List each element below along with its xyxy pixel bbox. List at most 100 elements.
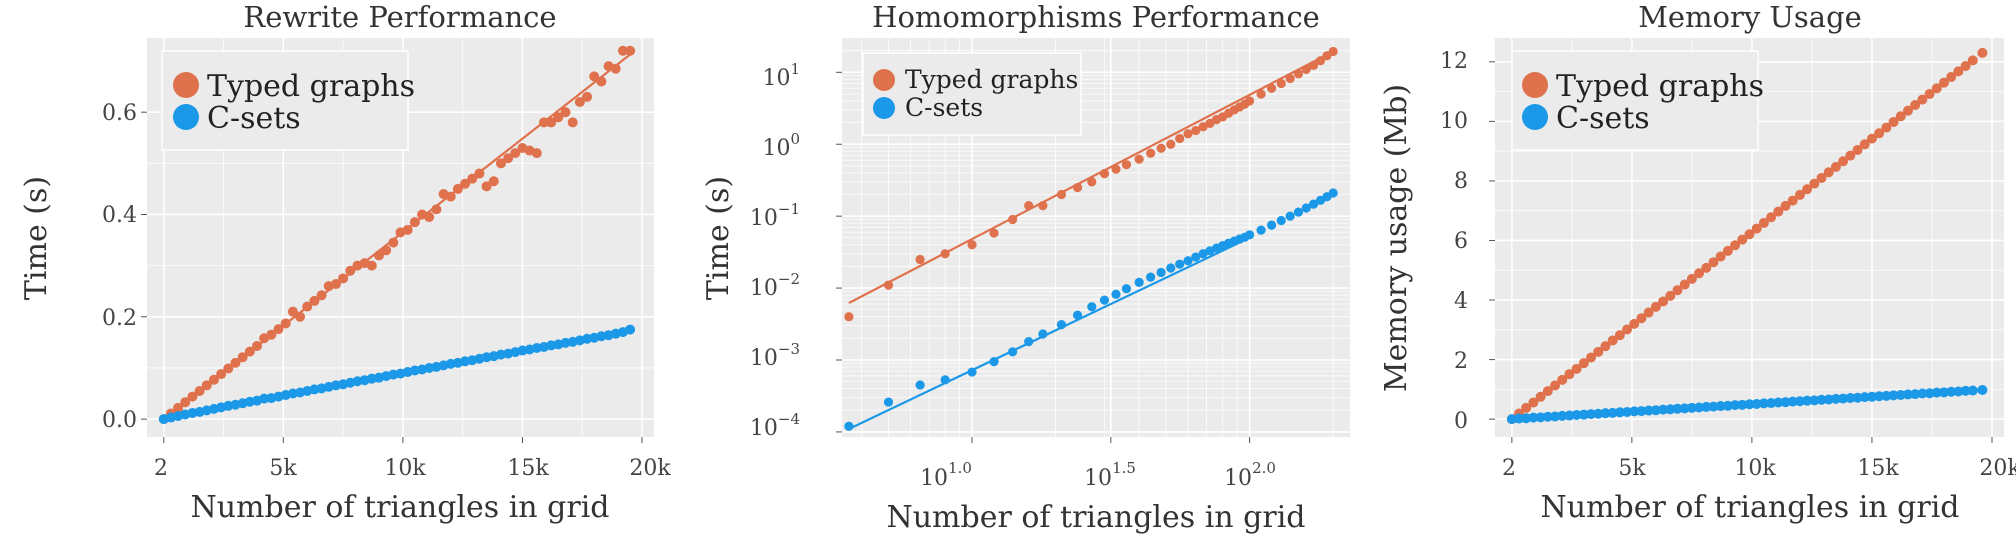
x-tick-label: 15k bbox=[1857, 456, 1899, 481]
legend-label-typed-graphs: Typed graphs bbox=[207, 69, 415, 104]
data-point-typed-graphs bbox=[1977, 48, 1987, 58]
data-point-c-sets bbox=[1157, 268, 1166, 277]
data-point-typed-graphs bbox=[410, 217, 420, 227]
data-point-c-sets bbox=[1245, 230, 1254, 239]
data-point-c-sets bbox=[941, 375, 950, 384]
data-point-typed-graphs bbox=[1038, 201, 1047, 210]
y-tick-label: 100 bbox=[762, 130, 800, 161]
x-tick-label: 101.0 bbox=[920, 459, 972, 491]
data-point-typed-graphs bbox=[474, 169, 484, 179]
data-point-c-sets bbox=[1111, 290, 1120, 299]
data-point-typed-graphs bbox=[582, 92, 592, 102]
legend-marker-c-sets bbox=[1522, 104, 1548, 130]
data-point-typed-graphs bbox=[1277, 79, 1286, 88]
y-axis-label: Time (s) bbox=[701, 176, 736, 300]
data-point-typed-graphs bbox=[489, 176, 499, 186]
data-point-c-sets bbox=[1008, 347, 1017, 356]
x-tick-label: 2 bbox=[154, 456, 168, 481]
x-tick-label: 20k bbox=[1979, 456, 2016, 481]
data-point-typed-graphs bbox=[367, 261, 377, 271]
data-point-typed-graphs bbox=[596, 76, 606, 86]
x-tick-label: 15k bbox=[507, 456, 549, 481]
data-point-c-sets bbox=[844, 422, 853, 431]
y-tick-label: 4 bbox=[1454, 289, 1468, 314]
legend: Typed graphs C-sets bbox=[162, 51, 415, 150]
y-tick-label: 0 bbox=[1454, 409, 1468, 434]
data-point-typed-graphs bbox=[338, 273, 348, 283]
y-tick-label: 0.2 bbox=[102, 306, 137, 331]
y-tick-label: 8 bbox=[1454, 169, 1468, 194]
data-point-typed-graphs bbox=[1008, 215, 1017, 224]
data-point-c-sets bbox=[1329, 188, 1338, 197]
chart-homomorphisms-performance: 10−4 10−3 10−2 10−1 100 101 101.0 101.5 … bbox=[701, 0, 1350, 535]
chart-title: Homomorphisms Performance bbox=[872, 0, 1320, 34]
data-point-typed-graphs bbox=[281, 318, 291, 328]
data-point-typed-graphs bbox=[1122, 160, 1131, 169]
x-tick-label: 101.5 bbox=[1084, 459, 1136, 491]
data-point-typed-graphs bbox=[1267, 84, 1276, 93]
legend-label-c-sets: C-sets bbox=[207, 101, 301, 136]
legend-marker-typed-graphs bbox=[1522, 72, 1548, 98]
data-point-typed-graphs bbox=[611, 64, 621, 74]
data-point-typed-graphs bbox=[625, 46, 635, 56]
data-point-typed-graphs bbox=[1073, 183, 1082, 192]
y-tick-label: 101 bbox=[762, 60, 800, 91]
data-point-c-sets bbox=[1100, 296, 1109, 305]
data-point-typed-graphs bbox=[381, 245, 391, 255]
data-point-typed-graphs bbox=[1146, 149, 1155, 158]
legend-label-c-sets: C-sets bbox=[1556, 101, 1650, 136]
data-point-c-sets bbox=[625, 325, 635, 335]
data-point-typed-graphs bbox=[1286, 74, 1295, 83]
data-point-c-sets bbox=[884, 397, 893, 406]
data-point-typed-graphs bbox=[967, 240, 976, 249]
data-point-typed-graphs bbox=[568, 117, 578, 127]
data-point-typed-graphs bbox=[1024, 201, 1033, 210]
data-point-typed-graphs bbox=[424, 212, 434, 222]
data-point-typed-graphs bbox=[431, 204, 441, 214]
y-tick-label: 10−1 bbox=[750, 200, 800, 231]
data-point-typed-graphs bbox=[388, 238, 398, 248]
legend-marker-c-sets bbox=[873, 97, 895, 119]
chart-rewrite-performance: 0.0 0.2 0.4 0.6 2 5k 10k 15k 20k Rewrite… bbox=[19, 0, 671, 525]
data-point-c-sets bbox=[1146, 273, 1155, 282]
data-point-typed-graphs bbox=[446, 192, 456, 202]
data-point-typed-graphs bbox=[252, 341, 262, 351]
y-tick-label: 0.0 bbox=[102, 408, 137, 433]
data-point-typed-graphs bbox=[884, 281, 893, 290]
data-point-c-sets bbox=[1277, 216, 1286, 225]
y-tick-label: 10−3 bbox=[750, 340, 800, 371]
legend-marker-typed-graphs bbox=[173, 72, 199, 98]
x-tick-label: 10k bbox=[1734, 456, 1776, 481]
data-point-typed-graphs bbox=[317, 290, 327, 300]
data-point-c-sets bbox=[1087, 302, 1096, 311]
y-tick-label: 10−4 bbox=[750, 410, 800, 441]
data-point-typed-graphs bbox=[1166, 140, 1175, 149]
data-point-c-sets bbox=[1024, 337, 1033, 346]
y-tick-label: 10−2 bbox=[750, 270, 800, 301]
x-axis-label: Number of triangles in grid bbox=[190, 490, 609, 525]
data-point-c-sets bbox=[989, 357, 998, 366]
data-point-c-sets bbox=[1073, 311, 1082, 320]
data-point-typed-graphs bbox=[989, 229, 998, 238]
x-tick-label: 5k bbox=[269, 456, 297, 481]
data-point-c-sets bbox=[1122, 284, 1131, 293]
data-point-typed-graphs bbox=[1329, 47, 1338, 56]
data-point-typed-graphs bbox=[532, 148, 542, 158]
data-point-c-sets bbox=[916, 380, 925, 389]
data-point-c-sets bbox=[1175, 260, 1184, 269]
data-point-c-sets bbox=[1968, 386, 1978, 396]
data-point-typed-graphs bbox=[1294, 69, 1303, 78]
y-tick-label: 0.6 bbox=[102, 101, 137, 126]
data-point-c-sets bbox=[1267, 221, 1276, 230]
y-tick-label: 0.4 bbox=[102, 203, 137, 228]
y-tick-label: 12 bbox=[1440, 49, 1468, 74]
y-tick-label: 2 bbox=[1454, 349, 1468, 374]
data-point-typed-graphs bbox=[561, 107, 571, 117]
x-tick-label: 20k bbox=[629, 456, 671, 481]
y-axis-label: Memory usage (Mb) bbox=[1379, 84, 1414, 392]
data-point-typed-graphs bbox=[1245, 96, 1254, 105]
legend-label-typed-graphs: Typed graphs bbox=[905, 65, 1078, 94]
data-point-typed-graphs bbox=[844, 312, 853, 321]
data-point-c-sets bbox=[1286, 212, 1295, 221]
